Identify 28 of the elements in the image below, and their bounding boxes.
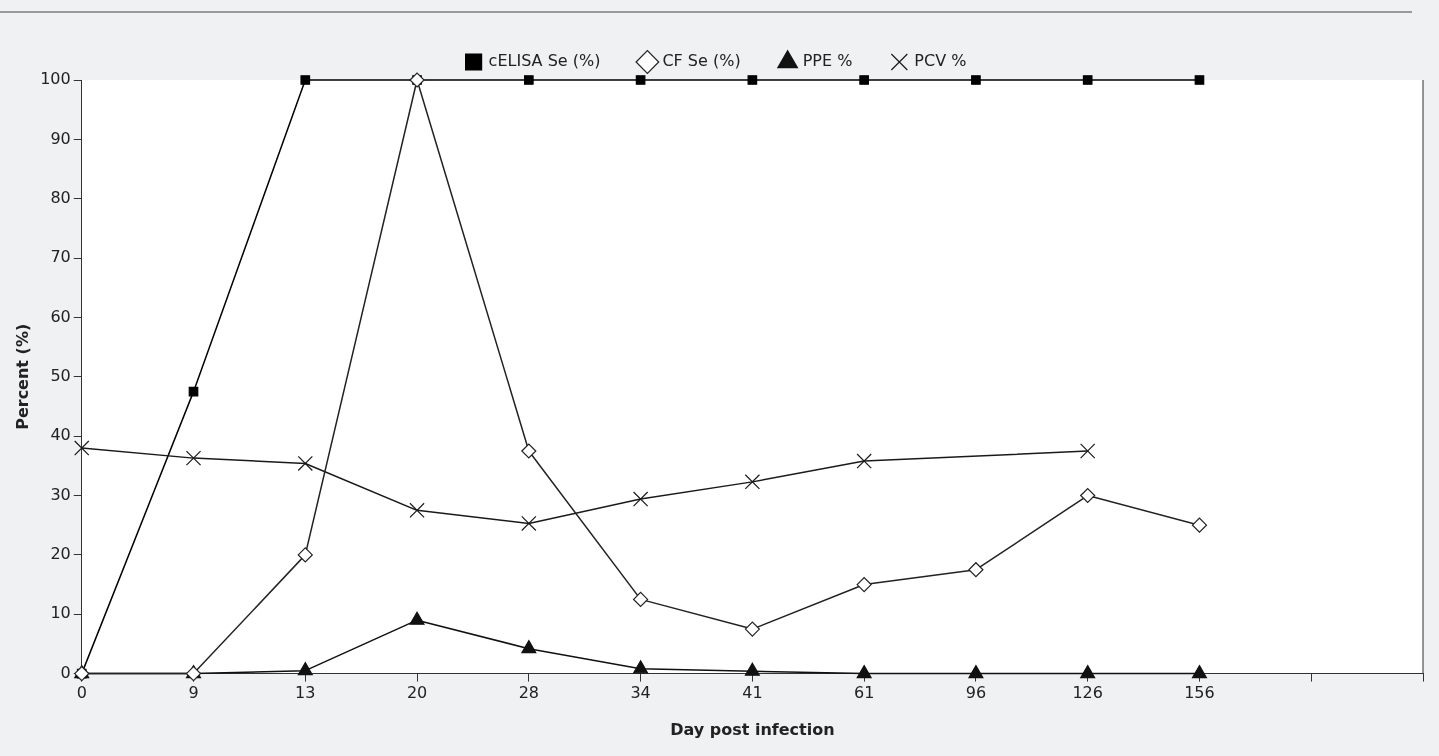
y-tick-label: 10 [50, 603, 71, 623]
y-tick-label: 60 [50, 306, 71, 326]
x-tick-label: 0 [76, 683, 87, 703]
legend-label: PPE % [802, 51, 853, 71]
y-tick-label: 80 [50, 187, 71, 207]
y-tick-label: 20 [50, 544, 71, 564]
x-tick-label: 96 [965, 683, 987, 703]
y-tick-label: 90 [50, 128, 71, 148]
x-tick-label: 61 [853, 683, 875, 703]
x-tick-label: 41 [742, 683, 763, 703]
y-tick-label: 100 [40, 69, 71, 89]
x-tick-label: 13 [295, 683, 316, 703]
legend-label: cELISA Se (%) [488, 51, 601, 71]
x-tick-label: 20 [406, 683, 428, 703]
x-axis-title: Day post infection [670, 719, 835, 739]
y-tick-label: 30 [50, 484, 71, 504]
x-tick-label: 28 [518, 683, 540, 703]
x-tick-label: 126 [1072, 683, 1103, 703]
x-tick-label: 34 [630, 683, 651, 703]
x-tick-label: 9 [188, 683, 199, 703]
legend-label: PCV % [914, 51, 967, 71]
legend-label: CF Se (%) [662, 51, 741, 71]
y-tick-label: 70 [50, 247, 71, 267]
y-tick-label: 50 [50, 365, 71, 385]
x-tick-label: 156 [1184, 683, 1215, 703]
y-tick-label: 40 [50, 425, 71, 445]
y-axis-title: Percent (%) [12, 323, 32, 430]
y-tick-label: 0 [60, 662, 71, 682]
